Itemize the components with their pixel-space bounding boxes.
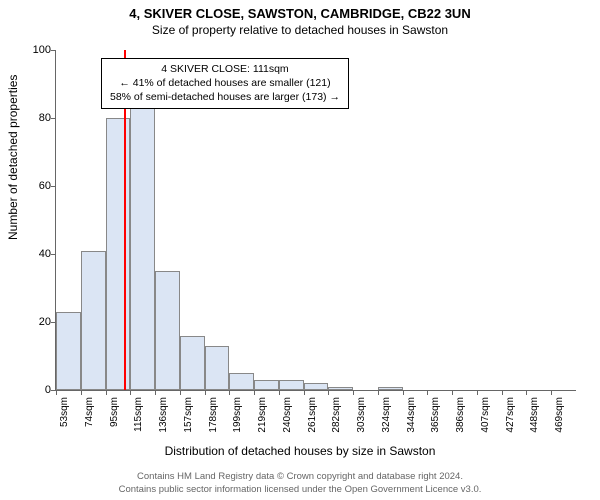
x-tick-label: 407sqm (480, 397, 491, 447)
x-axis-label: Distribution of detached houses by size … (0, 444, 600, 458)
x-tick-mark (279, 390, 280, 395)
histogram-bar (378, 387, 403, 390)
histogram-bar (106, 118, 131, 390)
x-tick-label: 469sqm (554, 397, 565, 447)
x-tick-mark (304, 390, 305, 395)
info-line-2: ← 41% of detached houses are smaller (12… (110, 76, 340, 90)
footer: Contains HM Land Registry data © Crown c… (0, 471, 600, 496)
footer-line-2: Contains public sector information licen… (0, 484, 600, 496)
x-tick-mark (378, 390, 379, 395)
histogram-bar (328, 387, 353, 390)
x-tick-label: 344sqm (406, 397, 417, 447)
x-tick-mark (452, 390, 453, 395)
x-tick-mark (56, 390, 57, 395)
y-tick-mark (51, 118, 56, 119)
y-tick-mark (51, 50, 56, 51)
y-tick-label: 40 (21, 248, 51, 260)
x-tick-label: 178sqm (208, 397, 219, 447)
x-tick-mark (477, 390, 478, 395)
y-axis-label: Number of detached properties (6, 75, 20, 240)
x-tick-label: 74sqm (84, 397, 95, 447)
footer-line-1: Contains HM Land Registry data © Crown c… (0, 471, 600, 483)
histogram-bar (304, 383, 329, 390)
x-tick-mark (205, 390, 206, 395)
histogram-bar (130, 108, 155, 390)
x-tick-mark (130, 390, 131, 395)
x-tick-mark (229, 390, 230, 395)
x-tick-label: 219sqm (257, 397, 268, 447)
y-tick-label: 100 (21, 44, 51, 56)
info-line-1: 4 SKIVER CLOSE: 111sqm (110, 62, 340, 76)
y-tick-mark (51, 186, 56, 187)
x-tick-label: 324sqm (381, 397, 392, 447)
info-box: 4 SKIVER CLOSE: 111sqm ← 41% of detached… (101, 58, 349, 109)
info-line-3: 58% of semi-detached houses are larger (… (110, 90, 340, 104)
x-tick-label: 386sqm (455, 397, 466, 447)
x-tick-label: 157sqm (183, 397, 194, 447)
x-tick-label: 199sqm (232, 397, 243, 447)
x-tick-label: 448sqm (529, 397, 540, 447)
x-tick-label: 95sqm (109, 397, 120, 447)
x-tick-mark (180, 390, 181, 395)
y-tick-mark (51, 254, 56, 255)
x-tick-label: 261sqm (307, 397, 318, 447)
x-tick-label: 282sqm (331, 397, 342, 447)
x-tick-label: 136sqm (158, 397, 169, 447)
histogram-bar (205, 346, 230, 390)
histogram-bar (180, 336, 205, 390)
chart-subtitle: Size of property relative to detached ho… (0, 21, 600, 37)
histogram-bar (229, 373, 254, 390)
chart-container: 4, SKIVER CLOSE, SAWSTON, CAMBRIDGE, CB2… (0, 0, 600, 500)
x-tick-label: 303sqm (356, 397, 367, 447)
x-tick-label: 53sqm (59, 397, 70, 447)
x-tick-mark (353, 390, 354, 395)
y-tick-label: 20 (21, 316, 51, 328)
x-tick-mark (81, 390, 82, 395)
x-tick-label: 240sqm (282, 397, 293, 447)
histogram-bar (155, 271, 180, 390)
x-tick-label: 115sqm (133, 397, 144, 447)
x-tick-mark (328, 390, 329, 395)
y-tick-label: 60 (21, 180, 51, 192)
x-tick-mark (427, 390, 428, 395)
plot-area: 4 SKIVER CLOSE: 111sqm ← 41% of detached… (55, 50, 576, 391)
y-tick-label: 80 (21, 112, 51, 124)
x-tick-label: 427sqm (505, 397, 516, 447)
x-tick-mark (403, 390, 404, 395)
x-tick-mark (502, 390, 503, 395)
histogram-bar (279, 380, 304, 390)
x-tick-label: 365sqm (430, 397, 441, 447)
histogram-bar (56, 312, 81, 390)
x-tick-mark (254, 390, 255, 395)
chart-title: 4, SKIVER CLOSE, SAWSTON, CAMBRIDGE, CB2… (0, 0, 600, 21)
x-tick-mark (551, 390, 552, 395)
x-tick-mark (526, 390, 527, 395)
x-tick-mark (106, 390, 107, 395)
y-tick-label: 0 (21, 384, 51, 396)
histogram-bar (254, 380, 279, 390)
x-tick-mark (155, 390, 156, 395)
histogram-bar (81, 251, 106, 390)
